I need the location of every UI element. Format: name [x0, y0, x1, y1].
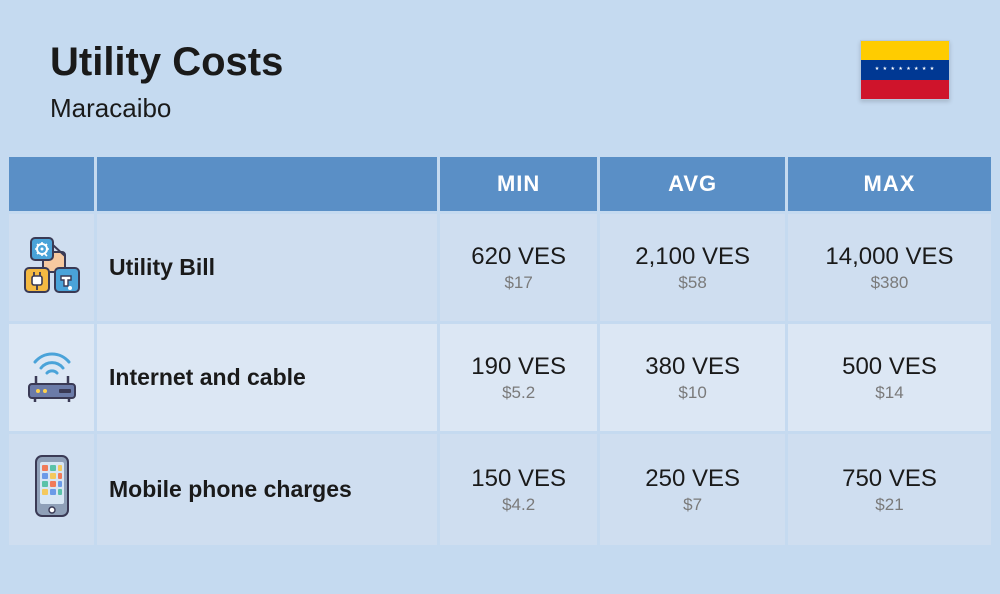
value-secondary: $5.2	[450, 383, 587, 403]
header: Utility Costs Maracaibo ★ ★ ★ ★ ★ ★ ★ ★	[0, 0, 1000, 154]
col-min: MIN	[440, 157, 597, 211]
value-primary: 380 VES	[610, 353, 775, 381]
page-title: Utility Costs	[50, 40, 283, 85]
cell-avg: 380 VES $10	[600, 324, 785, 431]
table-row: Internet and cable 190 VES $5.2 380 VES …	[9, 324, 991, 431]
cost-table: MIN AVG MAX	[0, 154, 1000, 554]
value-secondary: $10	[610, 383, 775, 403]
row-label: Utility Bill	[97, 214, 437, 321]
value-primary: 14,000 VES	[798, 243, 981, 271]
smartphone-icon	[28, 454, 76, 520]
cell-min: 620 VES $17	[440, 214, 597, 321]
icon-cell	[9, 324, 94, 431]
cell-max: 14,000 VES $380	[788, 214, 991, 321]
utility-cluster-icon	[21, 234, 83, 296]
router-icon	[21, 344, 83, 406]
value-primary: 250 VES	[610, 465, 775, 493]
cell-min: 190 VES $5.2	[440, 324, 597, 431]
value-primary: 750 VES	[798, 465, 981, 493]
value-secondary: $58	[610, 273, 775, 293]
icon-cell	[9, 214, 94, 321]
cell-avg: 2,100 VES $58	[600, 214, 785, 321]
value-secondary: $380	[798, 273, 981, 293]
value-secondary: $7	[610, 495, 775, 515]
cell-min: 150 VES $4.2	[440, 434, 597, 545]
value-primary: 500 VES	[798, 353, 981, 381]
col-avg: AVG	[600, 157, 785, 211]
col-max: MAX	[788, 157, 991, 211]
value-primary: 2,100 VES	[610, 243, 775, 271]
header-empty-icon	[9, 157, 94, 211]
title-block: Utility Costs Maracaibo	[50, 40, 283, 124]
value-primary: 620 VES	[450, 243, 587, 271]
flag-stripe-yellow	[861, 41, 949, 60]
value-primary: 190 VES	[450, 353, 587, 381]
page-subtitle: Maracaibo	[50, 93, 283, 124]
table-row: Utility Bill 620 VES $17 2,100 VES $58 1…	[9, 214, 991, 321]
flag-stars: ★ ★ ★ ★ ★ ★ ★ ★	[875, 66, 936, 72]
flag-stripe-blue: ★ ★ ★ ★ ★ ★ ★ ★	[861, 60, 949, 79]
value-primary: 150 VES	[450, 465, 587, 493]
value-secondary: $17	[450, 273, 587, 293]
cell-max: 500 VES $14	[788, 324, 991, 431]
icon-cell	[9, 434, 94, 545]
row-label: Internet and cable	[97, 324, 437, 431]
cell-avg: 250 VES $7	[600, 434, 785, 545]
cell-max: 750 VES $21	[788, 434, 991, 545]
table-row: Mobile phone charges 150 VES $4.2 250 VE…	[9, 434, 991, 545]
value-secondary: $4.2	[450, 495, 587, 515]
flag-stripe-red	[861, 80, 949, 99]
flag-venezuela: ★ ★ ★ ★ ★ ★ ★ ★	[860, 40, 950, 100]
header-empty-label	[97, 157, 437, 211]
value-secondary: $21	[798, 495, 981, 515]
row-label: Mobile phone charges	[97, 434, 437, 545]
value-secondary: $14	[798, 383, 981, 403]
table-header-row: MIN AVG MAX	[9, 157, 991, 211]
